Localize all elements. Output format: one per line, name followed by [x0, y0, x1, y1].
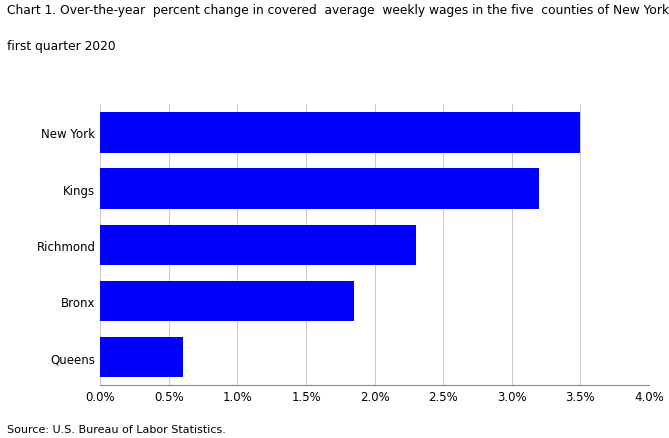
Bar	[100, 337, 183, 378]
Bar	[100, 113, 580, 153]
Text: Source: U.S. Bureau of Labor Statistics.: Source: U.S. Bureau of Labor Statistics.	[7, 424, 225, 434]
Text: first quarter 2020: first quarter 2020	[7, 39, 115, 53]
Bar	[100, 169, 539, 209]
Bar	[100, 281, 354, 321]
Bar	[100, 225, 416, 265]
Text: Chart 1. Over-the-year  percent change in covered  average  weekly wages in the : Chart 1. Over-the-year percent change in…	[7, 4, 669, 18]
